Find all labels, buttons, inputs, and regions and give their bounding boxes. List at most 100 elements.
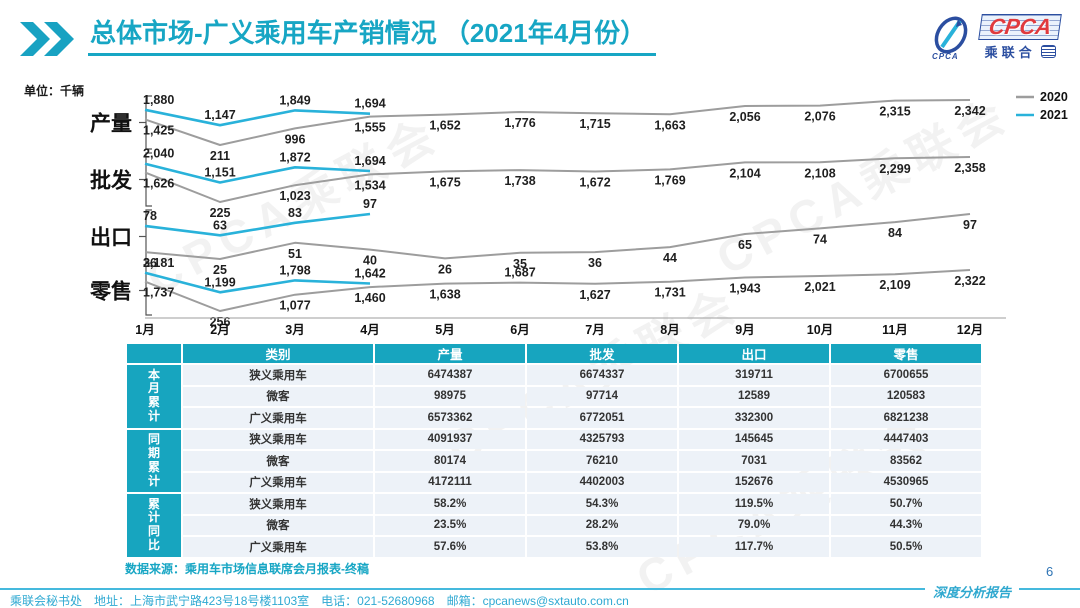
value-label: 2,040 [143,147,174,161]
value-label: 2,104 [729,166,760,180]
value-label: 84 [888,226,902,240]
value-label: 78 [143,209,157,223]
month-label: 9月 [735,323,754,337]
value-label: 1,023 [279,189,310,203]
column-header: 产量 [375,344,525,363]
series-line-2020 [144,156,971,203]
category-cell: 微客 [183,386,373,406]
value-label: 1,077 [279,299,310,313]
value-cell: 76210 [527,451,677,471]
category-cell: 狭义乘用车 [183,494,373,514]
value-cell: 57.6% [375,537,525,557]
value-label: 1,872 [279,150,310,164]
category-cell: 狭义乘用车 [183,365,373,385]
value-label: 2,358 [954,161,985,175]
report-type-label: 深度分析报告 [925,582,1020,601]
value-label: 1,642 [354,266,385,280]
table-row: 微客 23.5% 28.2% 79.0% 44.3% [127,515,981,535]
production-sales-trend-chart: 产量 1,880 1,147 1,849 1,694 1,425 211 996 1,555 1,… [89,90,1068,337]
value-label: 74 [813,232,827,246]
value-label: 40 [363,254,377,268]
value-cell: 332300 [679,408,829,428]
month-label: 11月 [882,323,908,337]
series-line-2020 [144,269,971,312]
value-cell: 152676 [679,472,829,492]
category-cell: 广义乘用车 [183,472,373,492]
value-label: 2,315 [879,105,910,119]
table-corner-cell [127,344,181,363]
column-header: 类别 [183,344,373,363]
category-cell: 狭义乘用车 [183,429,373,449]
cpca-chinese-name: 乘联合 [984,45,1036,60]
cpca-logo-oval-icon: CPCA [928,15,974,61]
value-cell: 6700655 [831,365,981,385]
value-label: 2,342 [954,104,985,118]
table-row: 广义乘用车 4172111 4402003 152676 4530965 [127,472,981,492]
value-label: 35 [513,257,527,271]
series-line-2021 [144,212,371,237]
value-cell: 7031 [679,451,829,471]
value-label: 1,849 [279,93,310,107]
table-row: 累 计 同 比狭义乘用车 58.2% 54.3% 119.5% 50.7% [127,494,981,557]
column-header: 批发 [527,344,677,363]
value-label: 1,731 [654,286,685,300]
column-header: 出口 [679,344,829,363]
value-label: 996 [285,132,306,146]
value-label: 1,715 [579,117,610,131]
value-cell: 4530965 [831,472,981,492]
value-cell: 79.0% [679,515,829,535]
value-label: 2,181 [143,256,174,270]
value-label: 1,460 [354,291,385,305]
value-label: 1,663 [654,118,685,132]
value-cell: 6573362 [375,408,525,428]
value-label: 2,109 [879,278,910,292]
cpca-seal-icon [1040,45,1056,58]
value-label: 1,880 [143,93,174,107]
value-cell: 28.2% [527,515,677,535]
group-label: 累 计 同 比 [127,494,181,557]
legend-label-2020: 2020 [1040,90,1068,104]
value-label: 36 [588,256,602,270]
table-row: 同 期 累 计狭义乘用车 4091937 4325793 145645 4447403 [127,429,981,492]
value-label: 44 [663,251,677,265]
value-cell: 4325793 [527,429,677,449]
data-source-note: 数据来源：乘用车市场信息联席会月报表-终稿 [125,562,369,576]
summary-table: 类别 产量 批发 出口 零售本 月 累 计狭义乘用车 6474387 6674337 3197… [125,342,983,559]
value-label: 2,322 [954,274,985,288]
value-label: 1,798 [279,263,310,277]
cpca-logo: CPCA CPCA 乘联合 [928,14,1063,61]
month-label: 7月 [585,323,604,337]
value-cell: 119.5% [679,494,829,514]
value-label: 1,694 [354,154,385,168]
month-label: 1月 [135,323,154,337]
row-label: 零售 [89,280,132,304]
value-cell: 4402003 [527,472,677,492]
value-label: 1,687 [504,266,535,280]
value-label: 1,776 [504,116,535,130]
value-label: 2,108 [804,166,835,180]
category-cell: 微客 [183,515,373,535]
table-row: 广义乘用车 57.6% 53.8% 117.7% 50.5% [127,537,981,557]
month-label: 8月 [660,323,679,337]
value-label: 83 [288,206,302,220]
value-cell: 50.7% [831,494,981,514]
value-label: 1,534 [354,178,385,192]
month-label: 10月 [807,323,833,337]
month-label: 2月 [210,323,229,337]
value-label: 1,769 [654,173,685,187]
value-label: 1,943 [729,282,760,296]
value-label: 1,627 [579,288,610,302]
page-number: 6 [1046,564,1054,579]
value-cell: 4091937 [375,429,525,449]
value-label: 1,626 [143,176,174,190]
double-chevron-icon [20,22,74,56]
value-cell: 83562 [831,451,981,471]
value-label: 1,672 [579,175,610,189]
value-cell: 120583 [831,386,981,406]
category-cell: 微客 [183,451,373,471]
month-label: 4月 [360,323,379,337]
value-label: 2,076 [804,110,835,124]
cpca-logo-text: CPCA 乘联合 [978,14,1063,61]
category-cell: 广义乘用车 [183,537,373,557]
legend-label-2021: 2021 [1040,108,1068,122]
